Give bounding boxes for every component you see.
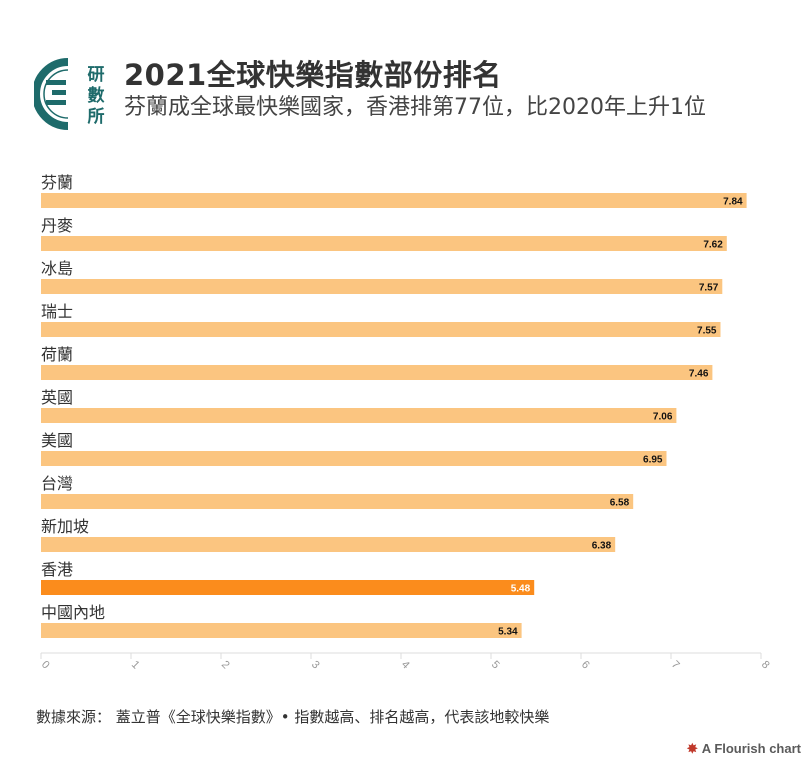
x-tick-label: 2 xyxy=(219,659,232,672)
chart-title: 2021全球快樂指數部份排名 xyxy=(124,58,502,92)
category-label: 芬蘭 xyxy=(41,173,73,192)
logo-text: 研數所 xyxy=(88,65,105,127)
value-label: 7.62 xyxy=(703,240,723,251)
x-tick-label: 0 xyxy=(39,659,52,672)
burst-icon: ✸ xyxy=(686,741,698,756)
category-label: 英國 xyxy=(41,388,73,407)
category-label: 美國 xyxy=(41,431,73,450)
credit-label: A Flourish chart xyxy=(701,741,801,756)
logo-bar-top xyxy=(46,80,66,85)
bar xyxy=(41,236,727,251)
bar xyxy=(41,451,667,466)
logo-bar-bottom xyxy=(46,100,66,105)
category-label: 台灣 xyxy=(41,474,73,493)
bar xyxy=(41,322,721,337)
value-label: 7.46 xyxy=(689,369,709,380)
bar xyxy=(41,193,747,208)
bar-chart: 芬蘭 7.84 丹麥 7.62 冰島 7.57 瑞士 7.55 荷蘭 7.46 英國 7.06 美國 6.… xyxy=(39,173,772,672)
category-label: 荷蘭 xyxy=(41,345,73,364)
value-label: 7.84 xyxy=(723,197,743,208)
value-label: 5.34 xyxy=(498,627,518,638)
category-label: 中國內地 xyxy=(41,603,105,622)
value-label: 7.06 xyxy=(653,412,673,423)
x-tick-label: 8 xyxy=(759,659,772,672)
x-tick-label: 1 xyxy=(129,659,142,672)
value-label: 7.57 xyxy=(699,283,719,294)
x-tick-label: 7 xyxy=(669,659,682,672)
bar xyxy=(41,537,616,552)
x-tick-label: 5 xyxy=(489,659,502,672)
category-label: 冰島 xyxy=(41,259,73,278)
chart-subtitle: 芬蘭成全球最快樂國家，香港排第77位，比2020年上升1位 xyxy=(124,95,706,120)
logo-ring xyxy=(34,58,69,130)
source-note: 數據來源： 蓋立普《全球快樂指數》• 指數越高、排名越高，代表該地較快樂 xyxy=(36,708,550,726)
logo-bar-mid xyxy=(52,90,66,95)
bar xyxy=(41,623,522,638)
value-label: 7.55 xyxy=(697,326,717,337)
bar xyxy=(41,408,677,423)
logo: 研數所 xyxy=(34,58,105,130)
value-label: 6.58 xyxy=(610,498,630,509)
value-label: 5.48 xyxy=(511,584,531,595)
bar xyxy=(41,279,723,294)
bar-highlight xyxy=(41,580,535,595)
category-label: 瑞士 xyxy=(41,302,73,321)
x-tick-label: 4 xyxy=(399,659,412,672)
category-label: 香港 xyxy=(41,560,73,579)
category-label: 新加坡 xyxy=(41,517,89,536)
bar xyxy=(41,494,634,509)
category-label: 丹麥 xyxy=(41,216,73,235)
flourish-credit[interactable]: ✸ A Flourish chart xyxy=(687,741,801,757)
value-label: 6.95 xyxy=(643,455,663,466)
x-tick-label: 3 xyxy=(309,659,322,672)
value-label: 6.38 xyxy=(592,541,612,552)
x-tick-label: 6 xyxy=(579,659,592,672)
bar xyxy=(41,365,713,380)
